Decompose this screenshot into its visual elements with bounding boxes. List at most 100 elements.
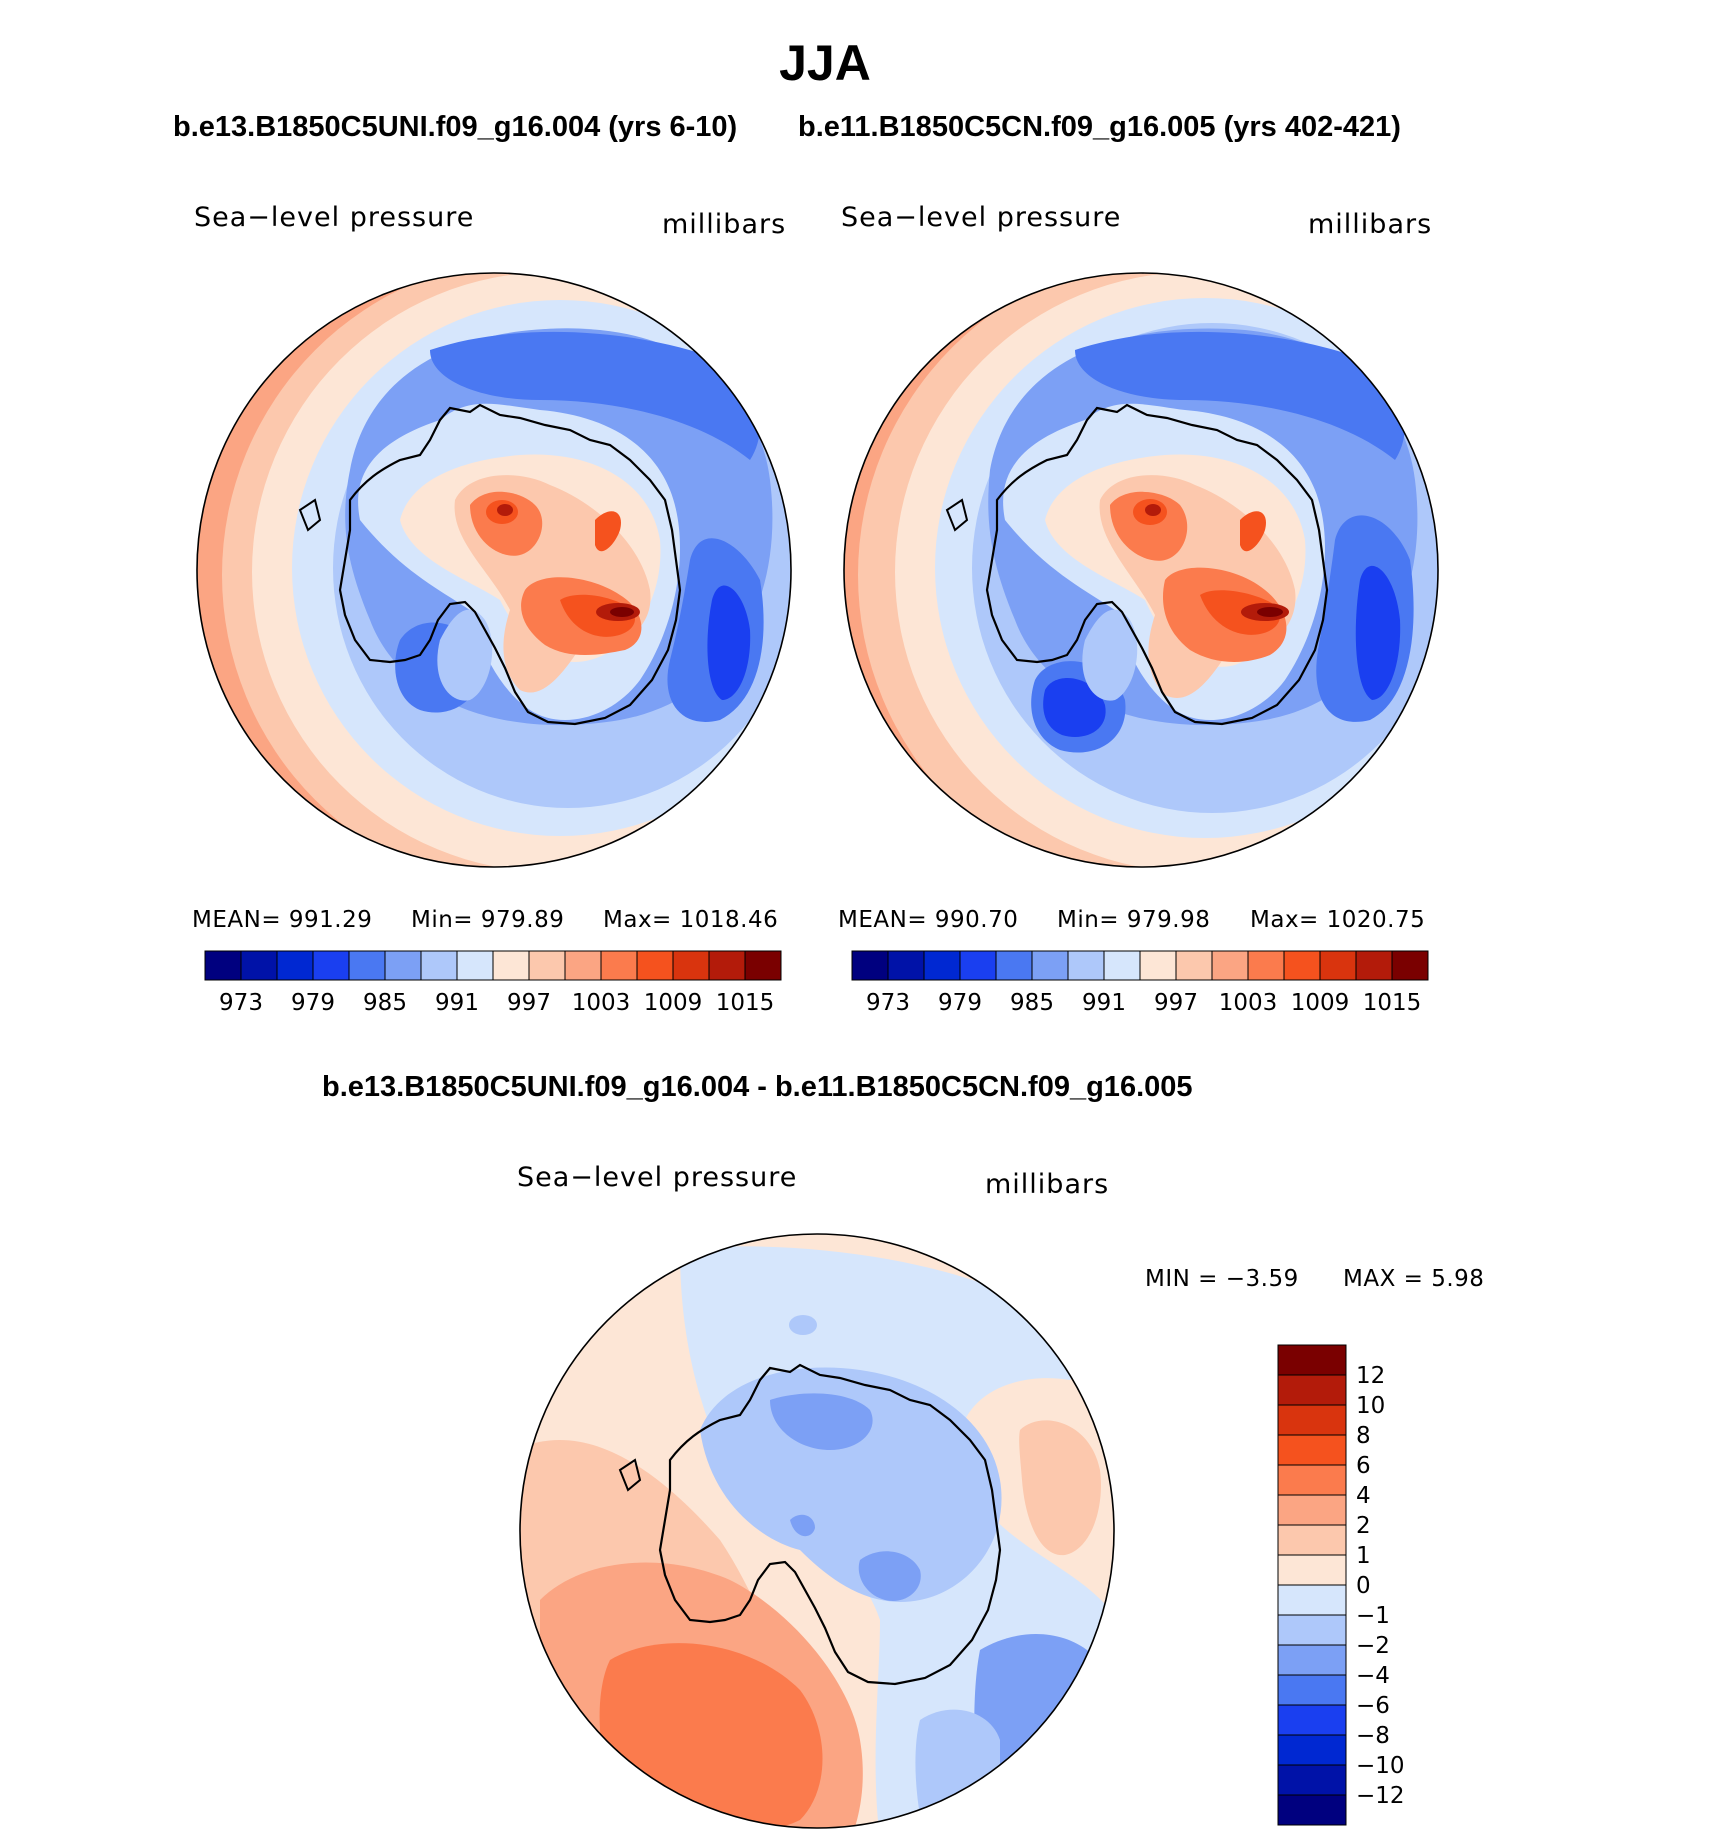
panel2-colorbar-swatch <box>959 950 997 981</box>
panel3-colorbar-swatch <box>1277 1614 1347 1646</box>
panel3-colorbar-tick-label: −12 <box>1356 1783 1405 1809</box>
panel3-variable-label: Sea−level pressure <box>517 1162 798 1193</box>
panel3-colorbar-tick-label: −4 <box>1356 1663 1390 1689</box>
panel1-colorbar-swatch <box>744 950 782 981</box>
panel3-colorbar-tick-label: 0 <box>1356 1573 1371 1599</box>
panel3-colorbar-tick-label: −10 <box>1356 1753 1405 1779</box>
panel2-colorbar-swatch <box>1175 950 1213 981</box>
panel3-colorbar-tick-label: 8 <box>1356 1423 1371 1449</box>
panel1-colorbar: 973 979 985 991 997 1003 1009 1015 <box>204 950 782 1016</box>
panel1-colorbar-swatch <box>312 950 350 981</box>
panel1-colorbar-swatch <box>708 950 746 981</box>
panel3-colorbar-tick-label: 1 <box>1356 1543 1371 1569</box>
panel1-colorbar-tick-label: 1015 <box>716 990 775 1016</box>
panel1-map <box>196 272 792 868</box>
panel1-colorbar-swatch <box>240 950 278 981</box>
panel1-colorbar-swatch <box>528 950 566 981</box>
panel1-colorbar-swatch <box>672 950 710 981</box>
panel2-colorbar-swatch <box>1067 950 1105 981</box>
panel2-colorbar-swatch <box>887 950 925 981</box>
panel1-colorbar-tick-label: 997 <box>507 990 551 1016</box>
panel3-colorbar-swatch <box>1277 1344 1347 1376</box>
panel2-units-label: millibars <box>1308 209 1433 240</box>
panel2-title: b.e11.B1850C5CN.f09_g16.005 (yrs 402-421… <box>798 111 1401 143</box>
panel3-colorbar-swatch <box>1277 1764 1347 1796</box>
panel1-colorbar-swatch <box>564 950 602 981</box>
panel1-max: Max= 1018.46 <box>603 907 779 933</box>
panel3-colorbar-swatch <box>1277 1374 1347 1406</box>
panel1-colorbar-tick-label: 973 <box>219 990 263 1016</box>
panel3-colorbar-tick-label: 12 <box>1356 1363 1385 1389</box>
panel2-colorbar-tick-label: 991 <box>1082 990 1126 1016</box>
panel1-title: b.e13.B1850C5UNI.f09_g16.004 (yrs 6-10) <box>173 111 738 143</box>
panel1-colorbar-swatch <box>348 950 386 981</box>
panel3-colorbar-swatch <box>1277 1524 1347 1556</box>
panel1-colorbar-tick-label: 1003 <box>572 990 631 1016</box>
panel3-colorbar-tick-label: −8 <box>1356 1723 1390 1749</box>
panel2-colorbar-swatch <box>1139 950 1177 981</box>
panel3-min: MIN = −3.59 <box>1145 1266 1299 1292</box>
panel2-colorbar-tick-label: 1015 <box>1363 990 1422 1016</box>
panel3-colorbar-swatch <box>1277 1584 1347 1616</box>
panel2-colorbar-tick-label: 1003 <box>1219 990 1278 1016</box>
panel3-colorbar-swatch <box>1277 1674 1347 1706</box>
panel3-colorbar-tick-label: −6 <box>1356 1693 1390 1719</box>
panel3-colorbar-swatch <box>1277 1554 1347 1586</box>
panel2-colorbar-tick-label: 1009 <box>1291 990 1350 1016</box>
panel1-units-label: millibars <box>662 209 787 240</box>
panel2-map <box>843 272 1439 868</box>
panel1-colorbar-tick-label: 991 <box>435 990 479 1016</box>
panel1-colorbar-swatch <box>456 950 494 981</box>
panel1-colorbar-tick-label: 979 <box>291 990 335 1016</box>
panel2-colorbar-swatch <box>995 950 1033 981</box>
panel2-mean: MEAN= 990.70 <box>838 907 1019 933</box>
panel3-colorbar-tick-label: −1 <box>1356 1603 1390 1629</box>
panel1-colorbar-swatch <box>384 950 422 981</box>
panel1-colorbar-swatch <box>420 950 458 981</box>
panel3-colorbar-swatch <box>1277 1434 1347 1466</box>
panel2-colorbar-swatch <box>1103 950 1141 981</box>
panel3-colorbar-swatch <box>1277 1464 1347 1496</box>
panel2-colorbar-swatch <box>1391 950 1429 981</box>
panel3-colorbar-swatch <box>1277 1704 1347 1736</box>
panel1-colorbar-tick-label: 1009 <box>644 990 703 1016</box>
season-title: JJA <box>779 35 871 91</box>
panel3-colorbar-swatch <box>1277 1734 1347 1766</box>
panel3-map <box>519 1233 1115 1829</box>
panel1-colorbar-swatch <box>276 950 314 981</box>
panel2-colorbar-swatch <box>851 950 889 981</box>
panel2-colorbar-swatch <box>1031 950 1069 981</box>
panel1-mean: MEAN= 991.29 <box>192 907 373 933</box>
panel1-colorbar-tick-label: 985 <box>363 990 407 1016</box>
panel3-colorbar-swatch <box>1277 1404 1347 1436</box>
panel1-min: Min= 979.89 <box>411 907 565 933</box>
panel3-colorbar-tick-label: 6 <box>1356 1453 1371 1479</box>
panel2-colorbar-tick-label: 979 <box>938 990 982 1016</box>
panel3-title: b.e13.B1850C5UNI.f09_g16.004 - b.e11.B18… <box>322 1071 1193 1103</box>
panel2-colorbar-swatch <box>1355 950 1393 981</box>
panel3-units-label: millibars <box>985 1169 1110 1200</box>
panel3-colorbar-swatch <box>1277 1794 1347 1826</box>
panel2-colorbar: 973 979 985 991 997 1003 1009 1015 <box>851 950 1429 1016</box>
panel2-variable-label: Sea−level pressure <box>841 202 1122 233</box>
panel3-colorbar-tick-label: 4 <box>1356 1483 1371 1509</box>
panel1-colorbar-swatch <box>492 950 530 981</box>
panel2-colorbar-swatch <box>1211 950 1249 981</box>
panel3-colorbar-tick-label: 10 <box>1356 1393 1385 1419</box>
panel1-colorbar-swatch <box>204 950 242 981</box>
panel1-colorbar-swatch <box>600 950 638 981</box>
panel2-colorbar-swatch <box>1319 950 1357 981</box>
panel3-colorbar-swatch <box>1277 1494 1347 1526</box>
panel1-colorbar-swatch <box>636 950 674 981</box>
panel2-colorbar-tick-label: 973 <box>866 990 910 1016</box>
panel2-max: Max= 1020.75 <box>1250 907 1426 933</box>
panel3-max: MAX = 5.98 <box>1343 1266 1485 1292</box>
panel2-min: Min= 979.98 <box>1057 907 1211 933</box>
panel2-colorbar-swatch <box>1283 950 1321 981</box>
panel3-colorbar-swatch <box>1277 1644 1347 1676</box>
panel2-colorbar-swatch <box>1247 950 1285 981</box>
panel3-colorbar-tick-label: 2 <box>1356 1513 1371 1539</box>
panel2-colorbar-tick-label: 997 <box>1154 990 1198 1016</box>
